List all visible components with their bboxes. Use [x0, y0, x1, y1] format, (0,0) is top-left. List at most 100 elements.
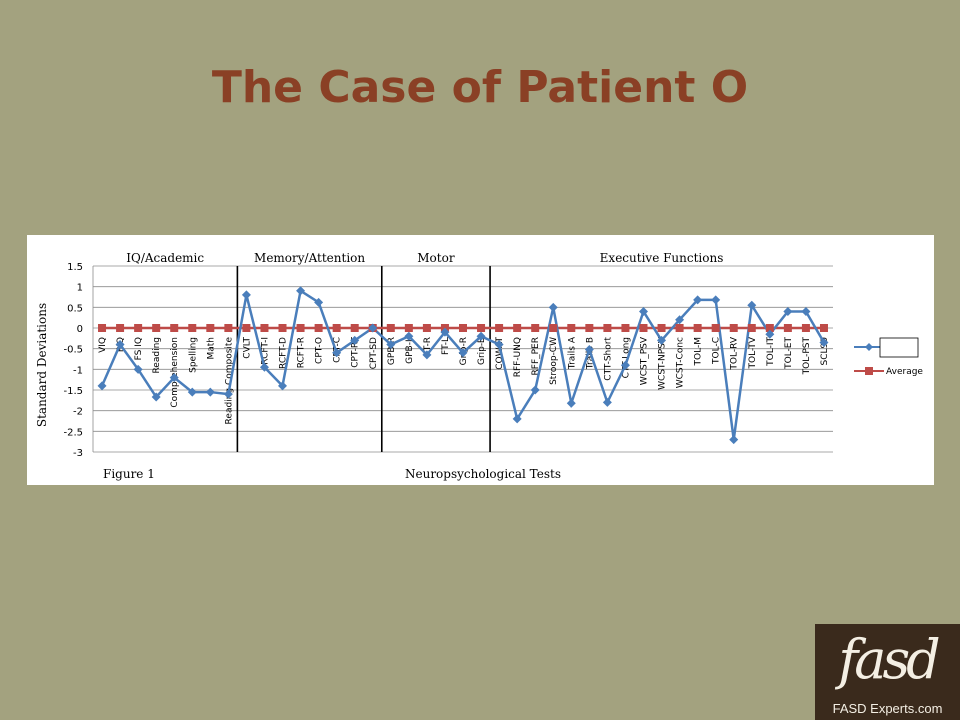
- x-tick-label: WCST_PSV: [639, 336, 649, 385]
- legend: Average: [854, 337, 923, 377]
- x-tick-label: Stroop-CW: [549, 337, 559, 385]
- x-tick-label: CVLT: [242, 337, 252, 359]
- data-point-patient: [187, 387, 197, 397]
- data-point-patient: [223, 389, 233, 399]
- logo-mark: fasd: [838, 628, 940, 691]
- data-point-patient: [386, 340, 396, 350]
- data-point-patient: [476, 331, 486, 341]
- x-tick-label: Reading Composite: [224, 337, 234, 425]
- x-tick-label: RCFT-R: [297, 337, 307, 368]
- data-point-patient: [169, 373, 179, 383]
- data-point-average: [549, 324, 558, 332]
- data-point-patient: [458, 348, 468, 358]
- data-point-average: [567, 324, 576, 332]
- data-point-patient: [765, 329, 775, 339]
- data-point-average: [477, 324, 486, 332]
- data-point-average: [747, 324, 756, 332]
- x-tick-label: Math: [206, 337, 216, 360]
- data-point-patient: [747, 300, 757, 310]
- x-tick-label: FT-L: [441, 337, 451, 355]
- y-tick-label: 0.5: [67, 303, 83, 314]
- data-point-patient: [693, 295, 703, 305]
- data-point-patient: [657, 335, 667, 345]
- legend-marker-average: [865, 367, 873, 375]
- x-tick-label: WCST-NPSV: [658, 336, 668, 390]
- data-point-average: [332, 324, 341, 332]
- x-axis-label: Neuropsychological Tests: [405, 467, 561, 481]
- data-point-average: [260, 324, 269, 332]
- y-tick-label: -0.5: [63, 345, 83, 356]
- data-point-patient: [783, 306, 793, 316]
- data-point-patient: [602, 397, 612, 407]
- x-tick-label: TOL-ET: [784, 337, 794, 370]
- x-tick-label: TOL-TV: [748, 336, 758, 369]
- data-point-patient: [675, 315, 685, 325]
- data-point-patient: [530, 385, 540, 395]
- x-tick-label: Grip-B: [477, 337, 487, 365]
- x-tick-label: TOL-RV: [730, 336, 740, 370]
- chart-canvas: 1.510.50-0.5-1-1.5-2-2.5-3 VIQPIQFS IQRe…: [35, 251, 923, 481]
- data-point-patient: [422, 350, 432, 360]
- figure-caption: Figure 1: [103, 467, 155, 481]
- x-tick-label: CPT-SD: [369, 337, 379, 369]
- y-tick-label: 1.5: [67, 262, 83, 273]
- section-label: IQ/Academic: [126, 251, 204, 265]
- data-point-average: [134, 324, 143, 332]
- data-point-average: [657, 324, 666, 332]
- x-tick-label: Spelling: [188, 337, 198, 373]
- x-tick-label: Reading: [152, 337, 162, 374]
- data-point-average: [314, 324, 323, 332]
- data-point-patient: [638, 306, 648, 316]
- x-tick-label: CPT-O: [315, 337, 325, 364]
- data-point-patient: [819, 337, 829, 347]
- y-tick-label: 1: [77, 283, 83, 294]
- data-point-average: [585, 324, 594, 332]
- data-point-average: [693, 324, 702, 332]
- data-point-average: [188, 324, 197, 332]
- data-point-patient: [404, 331, 414, 341]
- data-point-patient: [620, 360, 630, 370]
- data-point-patient: [151, 392, 161, 402]
- data-point-patient: [259, 362, 269, 372]
- data-point-average: [783, 324, 792, 332]
- data-point-patient: [350, 335, 360, 345]
- data-point-patient: [368, 323, 378, 333]
- y-axis-label: Standard Deviations: [35, 303, 49, 427]
- data-point-average: [459, 324, 467, 332]
- data-point-patient: [729, 435, 739, 445]
- y-tick-label: 0: [77, 324, 83, 335]
- data-point-patient: [133, 364, 143, 374]
- x-tick-label: CPT-RT: [351, 337, 361, 368]
- data-point-average: [242, 324, 251, 332]
- data-point-average: [675, 324, 684, 332]
- x-tick-label: SCL90: [820, 337, 830, 366]
- section-label: Executive Functions: [600, 251, 724, 265]
- data-point-average: [278, 324, 287, 332]
- data-point-patient: [494, 340, 504, 350]
- data-point-patient: [584, 344, 594, 354]
- data-point-average: [801, 324, 810, 332]
- y-tick-label: -2: [73, 407, 83, 418]
- x-tick-label: TOL-C: [712, 337, 722, 365]
- data-point-average: [729, 324, 738, 332]
- y-tick-label: -1.5: [63, 386, 83, 397]
- x-tick-label: GPB-L: [405, 337, 415, 364]
- data-point-average: [495, 324, 504, 332]
- data-point-average: [224, 324, 233, 332]
- data-point-patient: [296, 286, 306, 296]
- data-point-average: [152, 324, 161, 332]
- data-point-patient: [801, 306, 811, 316]
- section-labels: IQ/Academic Memory/Attention Motor Executiv…: [126, 251, 723, 265]
- data-point-average: [765, 324, 774, 332]
- data-point-average: [513, 324, 522, 332]
- x-tick-label: RCFT-D: [279, 337, 289, 369]
- data-point-patient: [548, 302, 558, 312]
- series-markers: [97, 286, 829, 445]
- data-point-average: [639, 324, 648, 332]
- data-point-average: [116, 324, 125, 332]
- x-tick-label: RFF_PER: [531, 337, 541, 375]
- x-tick-label: TOL-M: [694, 337, 704, 366]
- data-point-average: [206, 324, 215, 332]
- y-tick-label: -1: [73, 365, 83, 376]
- y-tick-labels: 1.5 1 0.5 0 -0.5 -1 -1.5 -2 -2.5 -3: [63, 262, 83, 459]
